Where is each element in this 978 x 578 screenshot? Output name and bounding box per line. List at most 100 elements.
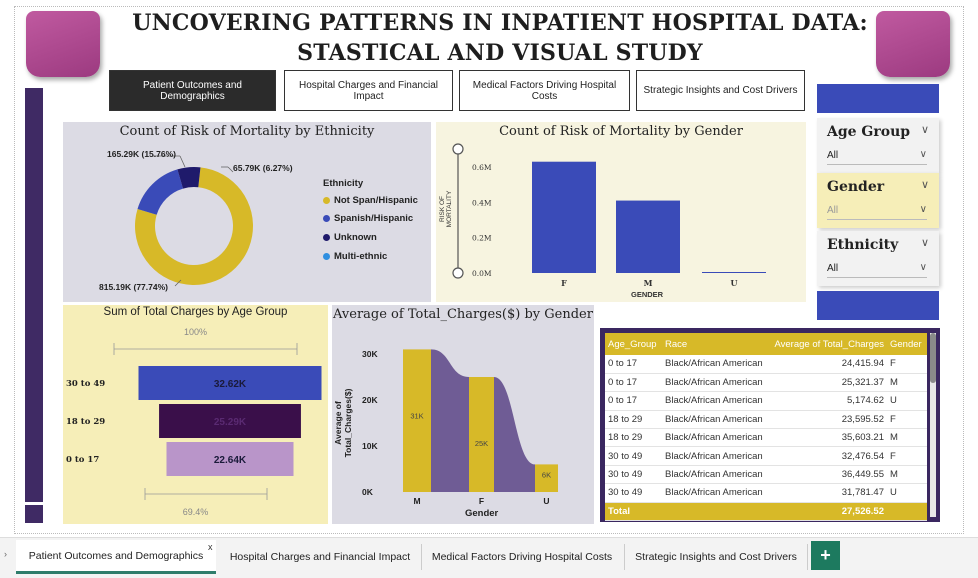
- table-header-row: Age_Group Race Average of Total_Charges …: [605, 333, 927, 355]
- legend-item-unknown[interactable]: Unknown: [323, 232, 377, 243]
- y-tick-label: 0.4M: [472, 198, 492, 207]
- table-cell: Black/African American: [662, 428, 770, 448]
- table-row[interactable]: 0 to 17 Black/African American 5,174.62 U: [605, 391, 927, 411]
- column-header[interactable]: Race: [662, 333, 770, 355]
- y-tick-label: 10K: [362, 441, 378, 451]
- table-cell: 0 to 17: [605, 373, 662, 393]
- funnel-value-label: 25.29K: [214, 417, 247, 428]
- nav-button-hospital-charges[interactable]: Hospital Charges and Financial Impact: [284, 70, 453, 111]
- column-header[interactable]: Average of Total_Charges: [770, 333, 887, 355]
- table-row[interactable]: 30 to 49 Black/African American 32,476.54 F: [605, 446, 927, 466]
- table-cell: 0 to 17: [605, 391, 662, 411]
- table-cell: 24,415.94: [770, 355, 887, 374]
- table-row[interactable]: 18 to 29 Black/African American 23,595.52 F: [605, 410, 927, 430]
- bar-gender-F: [532, 161, 596, 273]
- donut-label-spanish: 165.29K (15.76%): [107, 149, 176, 159]
- label-leader-line: [174, 279, 182, 287]
- legend-label: Not Span/Hispanic: [334, 195, 418, 206]
- slicer-dropdown[interactable]: All ∨: [827, 149, 927, 165]
- slider-handle-bottom[interactable]: [452, 267, 464, 279]
- slider-handle-top[interactable]: [452, 143, 464, 155]
- legend-item-not-hispanic[interactable]: Not Span/Hispanic: [323, 195, 418, 206]
- nav-button-strategic-insights[interactable]: Strategic Insights and Cost Drivers: [636, 70, 805, 111]
- legend-item-multi-ethnic[interactable]: Multi-ethnic: [323, 251, 387, 262]
- close-tab-icon[interactable]: x: [208, 542, 213, 552]
- donut-label-unknown: 65.79K (6.27%): [233, 163, 293, 173]
- bar-value-label: 6K: [542, 470, 551, 479]
- donut-slice-spanish-hispanic: [137, 169, 184, 215]
- bar-gender-U: [702, 272, 766, 273]
- decorative-corner-right: [876, 11, 950, 77]
- blue-accent-bar-bottom: [817, 291, 939, 320]
- table-row[interactable]: 0 to 17 Black/African American 25,321.37 M: [605, 373, 927, 393]
- y-tick-label: 0.2M: [472, 234, 492, 243]
- chevron-down-icon[interactable]: ∨: [920, 124, 929, 136]
- x-tick-label: M: [644, 278, 653, 288]
- funnel-bar-0-to-17: [166, 442, 294, 476]
- bar-gender-M: [403, 349, 431, 492]
- legend-title: Ethnicity: [323, 178, 364, 189]
- slicer-age-group[interactable]: Age Group ∨ All ∨: [817, 118, 939, 173]
- donut-slice-not-span-hispanic: [135, 167, 253, 285]
- column-header[interactable]: Age_Group: [605, 333, 662, 355]
- scrollbar-thumb[interactable]: [930, 333, 936, 383]
- add-page-button[interactable]: +: [811, 541, 840, 570]
- table-cell: 5,174.62: [770, 391, 887, 411]
- slicer-ethnicity[interactable]: Ethnicity ∨ All ∨: [817, 231, 939, 286]
- chevron-down-icon[interactable]: ∨: [920, 237, 929, 249]
- table-cell: F: [887, 410, 927, 430]
- nav-button-medical-factors[interactable]: Medical Factors Driving Hospital Costs: [459, 70, 630, 111]
- table-cell: 30 to 49: [605, 465, 662, 485]
- bar-value-label: 25K: [475, 439, 488, 448]
- bar-gender-F: [469, 377, 494, 492]
- tab-label: Strategic Insights and Cost Drivers: [635, 551, 797, 563]
- table-cell: Black/African American: [662, 465, 770, 485]
- chevron-down-icon: ∨: [919, 149, 927, 160]
- report-frame: [14, 6, 964, 534]
- funnel-category-label: 30 to 49: [66, 379, 105, 389]
- slicer-dropdown[interactable]: All ∨: [827, 262, 927, 278]
- slicer-value: All: [827, 205, 839, 216]
- nav-button-patient-outcomes[interactable]: Patient Outcomes and Demographics: [109, 70, 276, 111]
- left-accent-bar: [25, 88, 43, 502]
- tab-hospital-charges[interactable]: Hospital Charges and Financial Impact: [222, 540, 418, 574]
- slicer-label: Gender: [827, 179, 885, 195]
- tab-scroll-left-icon[interactable]: ›: [4, 549, 7, 559]
- column-header[interactable]: Gender: [887, 333, 927, 355]
- legend-dot: [323, 234, 330, 241]
- table-cell: Black/African American: [662, 483, 770, 503]
- chevron-down-icon[interactable]: ∨: [920, 179, 929, 191]
- title-line-2: STASTICAL AND VISUAL STUDY: [297, 40, 703, 66]
- table-row[interactable]: 18 to 29 Black/African American 35,603.21 M: [605, 428, 927, 448]
- table-cell: F: [887, 446, 927, 466]
- slicer-gender[interactable]: Gender ∨ All ∨: [817, 173, 939, 228]
- table-row[interactable]: 30 to 49 Black/African American 36,449.55 M: [605, 465, 927, 485]
- chevron-down-icon: ∨: [919, 204, 927, 215]
- legend-item-spanish[interactable]: Spanish/Hispanic: [323, 213, 413, 224]
- funnel-title: Sum of Total Charges by Age Group: [103, 306, 288, 318]
- donut-title: Count of Risk of Mortality by Ethnicity: [119, 124, 375, 139]
- ribbon-connector: [494, 377, 535, 492]
- table-cell: 31,781.47: [770, 483, 887, 503]
- slicer-label: Ethnicity: [827, 237, 899, 253]
- slicer-dropdown[interactable]: All ∨: [827, 204, 927, 220]
- age-group-funnel-panel: Sum of Total Charges by Age Group 100% 3…: [63, 305, 328, 524]
- tab-strategic-insights[interactable]: Strategic Insights and Cost Drivers: [627, 540, 805, 574]
- table-cell: 0 to 17: [605, 355, 662, 374]
- tab-medical-factors[interactable]: Medical Factors Driving Hospital Costs: [424, 540, 620, 574]
- table-cell: 36,449.55: [770, 465, 887, 485]
- title-line-1: UNCOVERING PATTERNS IN INPATIENT HOSPITA…: [132, 10, 868, 36]
- blue-accent-bar-top: [817, 84, 939, 113]
- tab-patient-outcomes[interactable]: Patient Outcomes and Demographics: [16, 540, 216, 574]
- funnel-value-label: 32.62K: [214, 379, 247, 390]
- table-cell: Black/African American: [662, 391, 770, 411]
- table-scrollbar[interactable]: [930, 333, 936, 517]
- donut-label-not-hispanic: 815.19K (77.74%): [99, 282, 168, 292]
- table-row[interactable]: 0 to 17 Black/African American 24,415.94 F: [605, 355, 927, 374]
- ribbon-connector: [431, 349, 469, 492]
- label-leader-line: [179, 155, 186, 168]
- charges-table-visual: Age_Group Race Average of Total_Charges …: [600, 328, 940, 522]
- table-cell: 23,595.52: [770, 410, 887, 430]
- table-total-row[interactable]: Total 27,526.52: [605, 502, 927, 522]
- table-row[interactable]: 30 to 49 Black/African American 31,781.47 U: [605, 483, 927, 503]
